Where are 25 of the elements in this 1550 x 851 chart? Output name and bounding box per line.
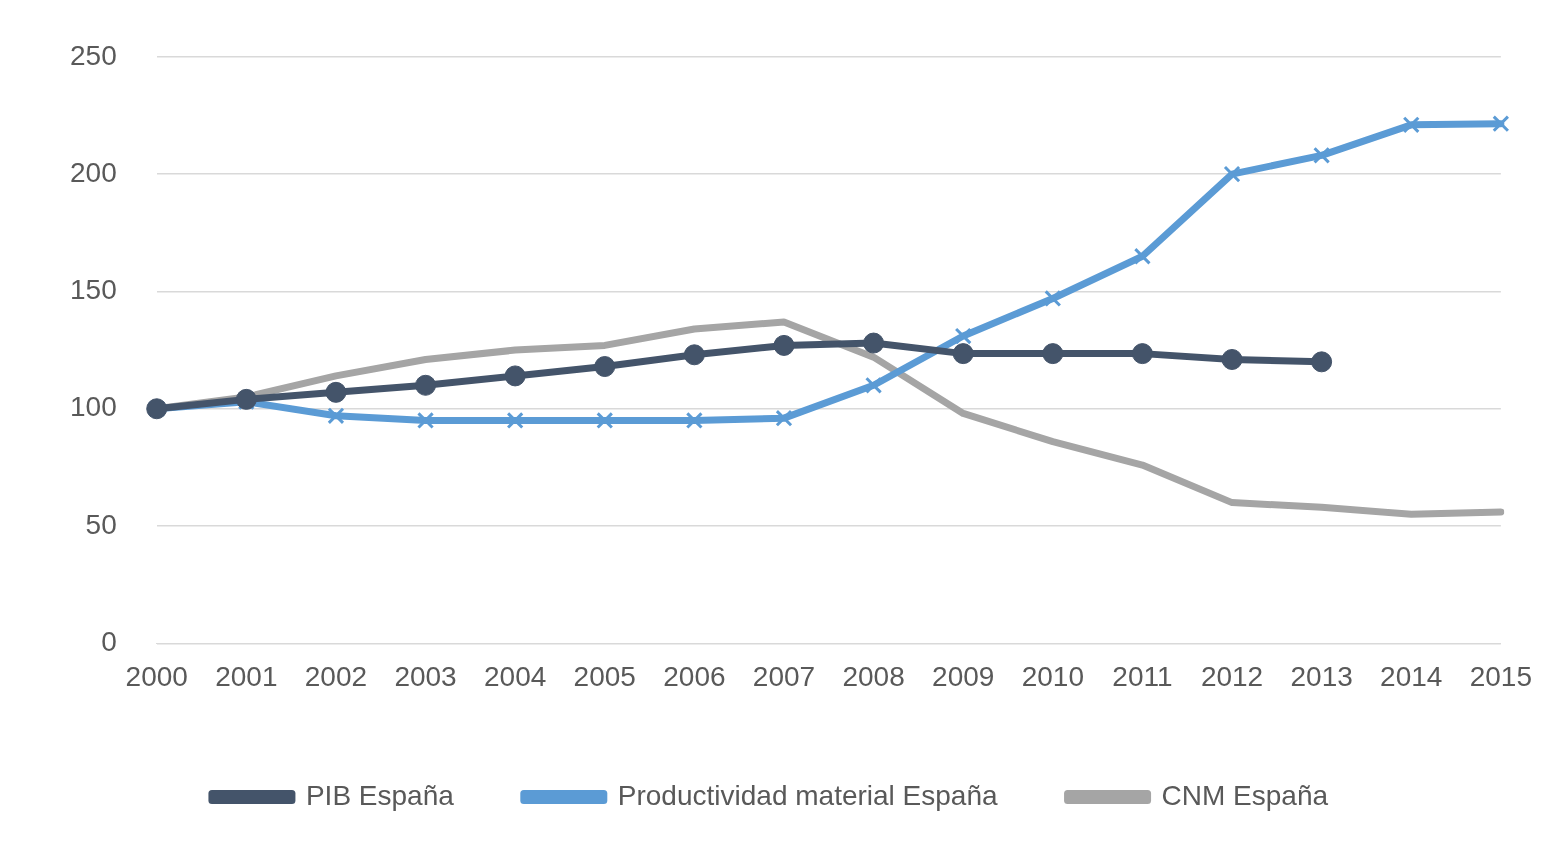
x-tick-label: 2010 (1021, 660, 1084, 692)
x-tick-label: 2015 (1469, 660, 1532, 692)
x-tick-label: 2003 (394, 660, 457, 692)
y-tick-label: 200 (70, 156, 117, 188)
legend-label: PIB España (305, 779, 455, 811)
x-tick-label: 2013 (1290, 660, 1353, 692)
x-tick-label: 2007 (752, 660, 816, 692)
x-tick-label: 2011 (1112, 660, 1173, 692)
y-tick-label: 150 (70, 274, 117, 306)
y-tick-label: 0 (101, 626, 117, 658)
x-tick-label: 2004 (484, 660, 547, 692)
x-tick-label: 2006 (663, 660, 726, 692)
x-tick-label: 2012 (1200, 660, 1264, 692)
y-tick-label: 250 (70, 39, 117, 71)
x-tick-label: 2014 (1380, 660, 1443, 692)
y-tick-label: 100 (70, 391, 117, 423)
legend-label: Productividad material España (617, 779, 998, 811)
legend-label: CNM España (1161, 779, 1329, 811)
x-tick-label: 2000 (125, 660, 188, 692)
x-tick-label: 2001 (215, 660, 278, 692)
x-tick-label: 2008 (842, 660, 905, 692)
x-tick-label: 2009 (932, 660, 995, 692)
x-tick-label: 2002 (304, 660, 368, 692)
y-tick-label: 50 (85, 508, 117, 540)
x-tick-label: 2005 (573, 660, 636, 692)
